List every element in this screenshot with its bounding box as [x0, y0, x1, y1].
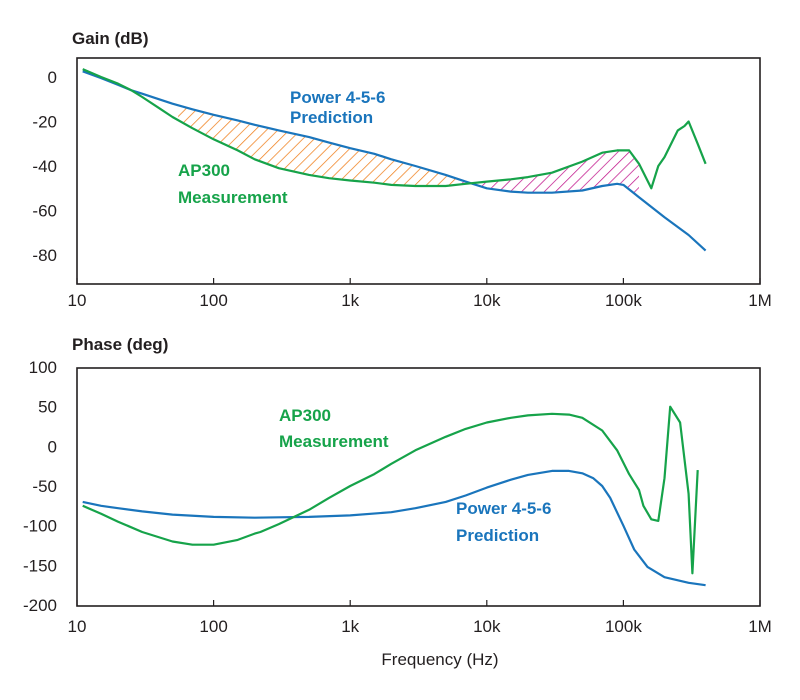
- gain-measurement-label: AP300 Measurement: [178, 161, 288, 207]
- prediction-line-gain: [82, 70, 707, 252]
- phase-x-tick-label: 10k: [473, 617, 501, 636]
- measurement-line-gain: [82, 68, 707, 190]
- gain-x-tick-label: 100: [199, 291, 227, 310]
- phase-y-tick-label: -100: [23, 517, 57, 536]
- gain-x-tick-label: 1k: [341, 291, 359, 310]
- gain-y-axis: 0 -20 -40 -60 -80: [32, 68, 57, 265]
- phase-frame: [76, 367, 761, 607]
- gain-title: Gain (dB): [72, 29, 149, 48]
- gain-y-tick-label: -40: [32, 157, 57, 176]
- gain-x-axis: 10 100 1k 10k 100k 1M: [68, 278, 772, 310]
- phase-x-tick-label: 100k: [605, 617, 642, 636]
- phase-x-tick-label: 100: [199, 617, 227, 636]
- phase-y-tick-label: -150: [23, 556, 57, 575]
- phase-y-tick-label: 0: [48, 437, 57, 456]
- phase-y-tick-label: -200: [23, 596, 57, 615]
- gain-y-tick-label: -60: [32, 202, 57, 221]
- phase-series: [82, 405, 706, 587]
- phase-prediction-label: Power 4-5-6 Prediction: [456, 499, 556, 545]
- measurement-line-phase: [82, 405, 699, 575]
- gain-y-tick-label: 0: [48, 68, 57, 87]
- gain-x-tick-label: 10k: [473, 291, 501, 310]
- phase-y-tick-label: 50: [38, 398, 57, 417]
- gain-frame: [76, 57, 761, 285]
- prediction-line-phase: [82, 469, 706, 587]
- gain-difference-hatching: [178, 105, 639, 198]
- phase-x-axis: 10 100 1k 10k 100k 1M: [68, 600, 772, 636]
- phase-x-tick-label: 10: [68, 617, 87, 636]
- phase-x-tick-label: 1k: [341, 617, 359, 636]
- phase-y-axis: 100 50 0 -50 -100 -150 -200: [23, 358, 57, 615]
- gain-y-tick-label: -80: [32, 246, 57, 265]
- phase-title: Phase (deg): [72, 335, 168, 354]
- overprediction-hatch: [178, 105, 462, 186]
- gain-x-tick-label: 1M: [748, 291, 772, 310]
- gain-prediction-label: Power 4-5-6 Prediction: [290, 88, 390, 127]
- gain-x-tick-label: 10: [68, 291, 87, 310]
- gain-y-tick-label: -20: [32, 113, 57, 132]
- phase-y-tick-label: 100: [29, 358, 57, 377]
- phase-x-tick-label: 1M: [748, 617, 772, 636]
- phase-measurement-label: AP300 Measurement: [279, 406, 389, 451]
- gain-series: [82, 68, 707, 252]
- gain-x-tick-label: 100k: [605, 291, 642, 310]
- phase-x-axis-label: Frequency (Hz): [381, 650, 498, 669]
- phase-y-tick-label: -50: [32, 477, 57, 496]
- gain-panel: Gain (dB) 0 -20 -40 -60 -80 10 100 1k 10k 100k 1M…: [32, 29, 771, 310]
